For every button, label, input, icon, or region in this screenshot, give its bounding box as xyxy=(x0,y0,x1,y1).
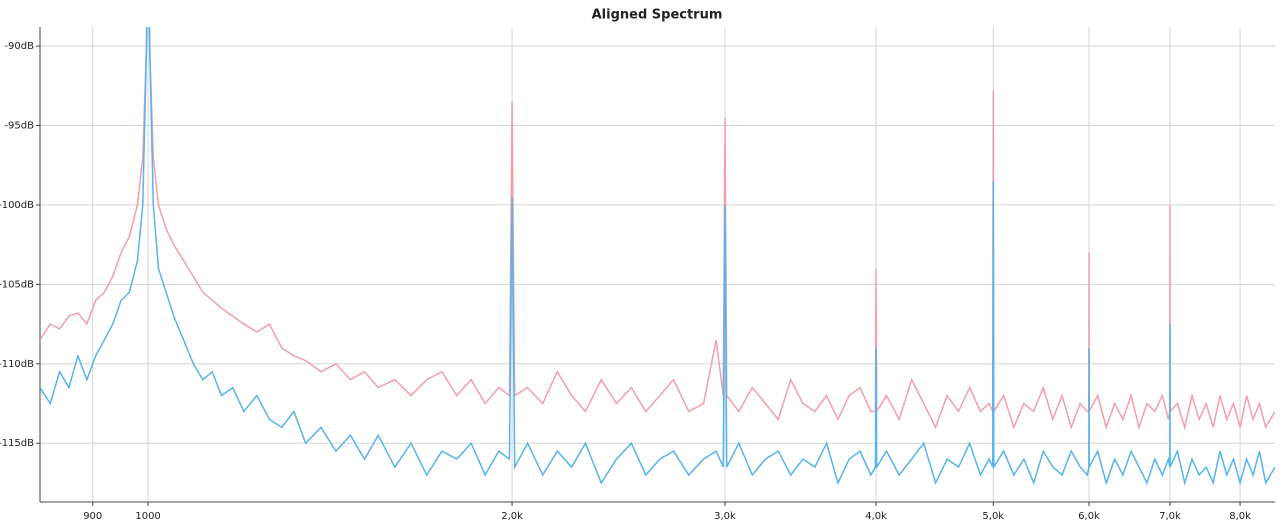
x-tick-label: 900 xyxy=(83,511,102,522)
series-line xyxy=(40,27,1275,431)
y-tick-label: -100dB xyxy=(0,200,34,211)
y-tick-label: -105dB xyxy=(0,279,34,290)
y-tick-label: -110dB xyxy=(0,359,34,370)
y-tick-label: -90dB xyxy=(4,41,34,52)
x-tick-label: 3,0k xyxy=(714,511,736,522)
x-tick-label: 2,0k xyxy=(501,511,523,522)
y-tick-label: -115dB xyxy=(0,438,34,449)
y-tick-label: -95dB xyxy=(4,120,34,131)
x-tick-label: 8,0k xyxy=(1229,511,1251,522)
series-line xyxy=(40,27,1275,486)
x-tick-label: 1000 xyxy=(135,511,160,522)
x-tick-label: 5,0k xyxy=(982,511,1004,522)
x-tick-label: 7,0k xyxy=(1159,511,1181,522)
x-tick-label: 4,0k xyxy=(865,511,887,522)
x-tick-label: 6,0k xyxy=(1078,511,1100,522)
chart-title: Aligned Spectrum xyxy=(592,8,723,23)
